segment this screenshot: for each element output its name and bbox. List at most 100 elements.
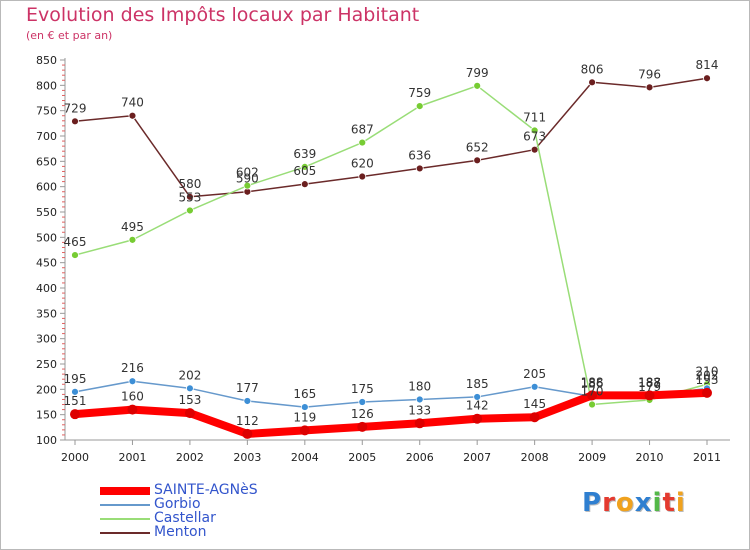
series-line-1 bbox=[74, 388, 708, 438]
data-point bbox=[243, 181, 252, 190]
x-tick-label: 2011 bbox=[693, 451, 721, 464]
x-tick-label: 2009 bbox=[578, 451, 606, 464]
x-tick-label: 2001 bbox=[118, 451, 146, 464]
data-point bbox=[300, 180, 309, 189]
data-label: 465 bbox=[64, 235, 87, 249]
data-point bbox=[128, 111, 137, 120]
data-label: 179 bbox=[638, 380, 661, 394]
legend-label: SAINTE-AGNèS bbox=[154, 482, 258, 498]
data-point bbox=[128, 235, 137, 244]
data-point bbox=[299, 425, 310, 436]
data-label: 175 bbox=[351, 382, 374, 396]
legend-item: Menton bbox=[100, 524, 340, 540]
data-label: 188 bbox=[638, 375, 661, 389]
chart-subtitle: (en € et par an) bbox=[26, 29, 113, 42]
y-tick-label: 750 bbox=[36, 105, 57, 118]
data-label: 740 bbox=[121, 96, 144, 110]
data-label: 151 bbox=[64, 394, 87, 408]
data-label: 188 bbox=[581, 375, 604, 389]
y-tick-label: 300 bbox=[36, 333, 57, 346]
legend-swatch bbox=[100, 532, 150, 534]
data-point bbox=[414, 418, 425, 429]
y-tick-label: 450 bbox=[36, 257, 57, 270]
data-point bbox=[70, 409, 80, 420]
data-point bbox=[529, 412, 540, 423]
legend-label: Castellar bbox=[154, 510, 216, 526]
data-point bbox=[644, 390, 655, 401]
data-point bbox=[703, 74, 711, 83]
legend-swatch bbox=[100, 487, 150, 495]
data-label: 602 bbox=[236, 166, 259, 180]
data-label: 126 bbox=[351, 407, 374, 421]
y-tick-label: 550 bbox=[36, 206, 57, 219]
x-tick-label: 2005 bbox=[348, 451, 376, 464]
data-label: 580 bbox=[178, 177, 201, 191]
y-tick-label: 850 bbox=[36, 54, 57, 67]
data-label: 202 bbox=[178, 368, 201, 382]
y-tick-label: 200 bbox=[36, 383, 57, 396]
data-point bbox=[530, 145, 539, 154]
x-tick-label: 2004 bbox=[291, 451, 319, 464]
data-label: 187 bbox=[638, 376, 661, 390]
data-label: 180 bbox=[408, 379, 431, 393]
legend-label: Menton bbox=[154, 524, 207, 540]
data-label: 495 bbox=[121, 220, 144, 234]
y-tick-label: 150 bbox=[36, 409, 57, 422]
data-label: 119 bbox=[293, 410, 316, 424]
x-tick-label: 2006 bbox=[406, 451, 434, 464]
data-point bbox=[702, 387, 712, 398]
y-tick-label: 600 bbox=[36, 181, 57, 194]
data-label: 133 bbox=[408, 403, 431, 417]
data-label: 553 bbox=[178, 190, 201, 204]
data-label: 202 bbox=[696, 368, 719, 382]
data-point bbox=[473, 81, 482, 90]
data-point bbox=[128, 377, 137, 386]
legend-swatch bbox=[100, 504, 150, 506]
data-point bbox=[530, 382, 539, 391]
data-point bbox=[300, 163, 309, 171]
data-point bbox=[186, 206, 194, 215]
data-label: 729 bbox=[64, 101, 87, 115]
data-point bbox=[243, 397, 252, 405]
data-label: 605 bbox=[293, 164, 316, 178]
proxiti-logo: Proxiti bbox=[582, 488, 686, 518]
data-label: 210 bbox=[696, 364, 719, 378]
data-label: 216 bbox=[121, 361, 144, 375]
data-label: 759 bbox=[408, 86, 431, 100]
data-label: 639 bbox=[293, 147, 316, 161]
data-point bbox=[186, 192, 194, 201]
legend-label: Gorbio bbox=[154, 496, 201, 512]
y-tick-label: 350 bbox=[36, 307, 57, 320]
data-label: 796 bbox=[638, 67, 661, 81]
data-point bbox=[415, 102, 424, 111]
data-label: 205 bbox=[523, 367, 546, 381]
data-label: 145 bbox=[523, 397, 546, 411]
y-tick-label: 250 bbox=[36, 358, 57, 371]
data-label: 112 bbox=[236, 414, 259, 428]
data-point bbox=[358, 138, 367, 147]
x-tick-label: 2003 bbox=[233, 451, 261, 464]
data-label: 195 bbox=[64, 372, 87, 386]
data-label: 806 bbox=[581, 62, 604, 76]
data-label: 165 bbox=[293, 387, 316, 401]
data-point bbox=[300, 403, 309, 411]
data-point bbox=[358, 172, 367, 181]
chart-title: Evolution des Impôts locaux par Habitant bbox=[26, 4, 420, 26]
y-tick-label: 700 bbox=[36, 130, 57, 143]
data-point bbox=[71, 387, 79, 396]
data-label: 170 bbox=[581, 385, 604, 399]
x-tick-label: 2007 bbox=[463, 451, 491, 464]
data-point bbox=[473, 156, 482, 165]
legend-swatch bbox=[100, 518, 150, 520]
y-tick-label: 650 bbox=[36, 155, 57, 168]
data-label: 814 bbox=[696, 58, 719, 72]
data-point bbox=[588, 78, 596, 87]
data-point bbox=[242, 428, 253, 439]
legend-item: Castellar bbox=[100, 510, 340, 526]
legend-item: SAINTE-AGNèS bbox=[100, 482, 340, 498]
data-point bbox=[588, 400, 596, 409]
data-point bbox=[415, 395, 424, 404]
y-tick-label: 800 bbox=[36, 79, 57, 92]
data-label: 193 bbox=[696, 373, 719, 387]
